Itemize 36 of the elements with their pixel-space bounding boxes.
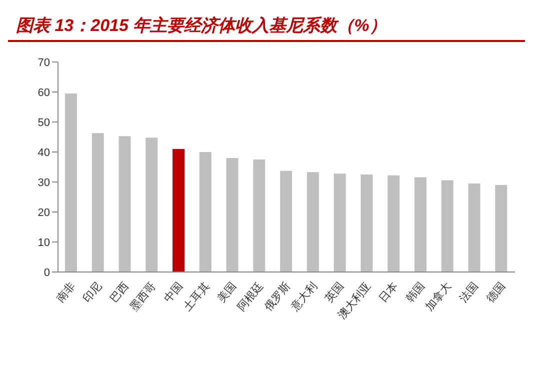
x-tick-label: 法国: [456, 280, 481, 305]
y-tick-label: 50: [38, 116, 50, 129]
x-tick-label: 南非: [54, 280, 78, 305]
y-tick-label: 40: [38, 146, 50, 159]
chart-title: 图表 13：2015 年主要经济体收入基尼系数（%）: [8, 8, 525, 42]
x-tick-label: 阿根廷: [236, 280, 266, 314]
bar: [65, 94, 77, 272]
x-tick-label: 德国: [484, 280, 508, 305]
bar: [388, 175, 400, 272]
x-tick-label: 韩国: [403, 280, 428, 305]
bar: [199, 152, 212, 272]
bar: [360, 174, 373, 272]
bar: [414, 177, 426, 272]
bar: [118, 136, 131, 272]
y-tick-label: 60: [38, 86, 50, 99]
y-tick-label: 10: [38, 236, 50, 249]
bar: [146, 138, 158, 272]
x-tick-label: 墨西哥: [128, 280, 158, 314]
x-tick-label: 日本: [376, 280, 400, 305]
bar: [495, 185, 508, 272]
y-tick-label: 0: [44, 266, 50, 279]
bar: [441, 180, 454, 272]
bar: [92, 133, 104, 272]
bar: [306, 172, 319, 272]
x-tick-label: 中国: [161, 280, 186, 305]
x-tick-label: 英国: [322, 280, 347, 305]
bar: [253, 160, 266, 272]
bar: [334, 174, 346, 272]
y-tick-label: 30: [38, 176, 50, 189]
bar: [226, 158, 238, 272]
bar: [172, 149, 185, 272]
y-tick-label: 70: [38, 56, 50, 69]
y-tick-label: 20: [38, 206, 50, 219]
bar: [280, 170, 292, 272]
x-tick-label: 印尼: [80, 280, 105, 305]
bar: [468, 184, 480, 272]
